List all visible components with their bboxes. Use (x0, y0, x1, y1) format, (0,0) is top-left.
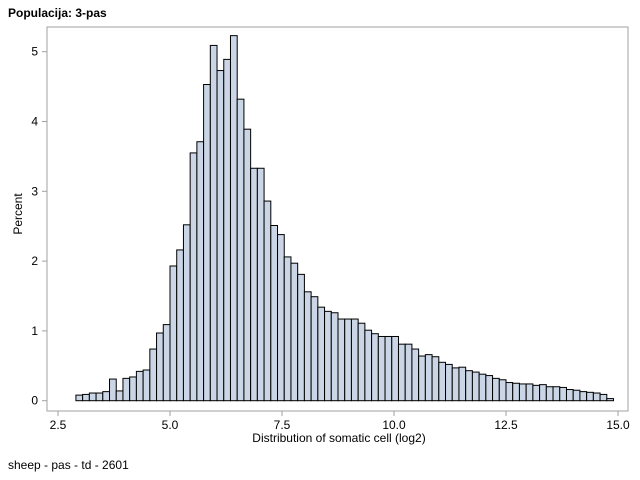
x-tick-label: 10.0 (382, 418, 406, 432)
y-tick-label: 2 (31, 254, 38, 268)
histogram-bar (498, 379, 507, 402)
histogram-bar (458, 366, 467, 402)
y-tick-label: 5 (31, 45, 38, 59)
histogram-bar (176, 249, 184, 402)
plot-frame (46, 26, 629, 412)
histogram-bar (485, 375, 494, 402)
histogram-bar (572, 389, 581, 402)
histogram-bar (599, 393, 608, 402)
histogram-bar (115, 390, 124, 402)
histogram-bar (290, 262, 299, 402)
x-tick-label: 2.5 (50, 418, 67, 432)
histogram-bar (310, 296, 319, 402)
y-tick-label: 1 (31, 324, 38, 338)
histogram-bar (377, 335, 386, 402)
histogram-bar (371, 333, 379, 402)
histogram-bar (236, 98, 245, 402)
histogram-bar (478, 373, 487, 402)
histogram-bar (512, 382, 520, 402)
histogram-bar (162, 324, 171, 402)
histogram-bar (169, 265, 178, 402)
footnote: sheep - pas - td - 2601 (8, 458, 129, 472)
histogram-bar (122, 377, 131, 402)
y-axis-label: Percent (11, 193, 25, 235)
histogram-bar (525, 383, 534, 402)
y-tick-label: 0 (31, 394, 38, 408)
histogram-bar (196, 141, 205, 402)
histogram-bar (545, 386, 554, 402)
histogram-bar (135, 370, 144, 402)
histogram-bar (424, 354, 433, 402)
histogram-bar (438, 361, 447, 402)
histogram-bar (330, 312, 339, 402)
x-tick-label: 12.5 (494, 418, 518, 432)
histogram-bar (391, 335, 399, 402)
histogram-bar (350, 318, 359, 402)
histogram-bar (250, 167, 258, 402)
histogram-bar (270, 225, 279, 402)
histogram-bar (411, 348, 420, 402)
histogram-bar (324, 310, 332, 402)
chart-title: Populacija: 3-pas (8, 6, 107, 20)
histogram-bar (539, 384, 547, 402)
histogram-bar (229, 35, 238, 402)
histogram-bar (397, 343, 406, 402)
histogram-bar (592, 392, 601, 402)
histogram-bar (156, 332, 164, 402)
histogram-bar (317, 306, 326, 402)
histogram-bar (465, 370, 473, 402)
histogram-bar (303, 291, 312, 402)
x-tick-label: 7.5 (274, 418, 291, 432)
histogram-bar (518, 383, 527, 402)
x-tick-label: 15.0 (606, 418, 630, 432)
histogram-bar (149, 348, 158, 402)
histogram-bar (216, 70, 225, 402)
histogram-bar (263, 200, 272, 402)
histogram-bar (102, 391, 111, 402)
histogram-bar (606, 398, 615, 402)
histogram-bar (565, 389, 574, 402)
y-tick-label: 3 (31, 184, 38, 198)
histogram-bar (142, 369, 151, 402)
histogram-bar (88, 392, 97, 402)
histogram-bar (95, 392, 104, 402)
histogram-bar (532, 384, 541, 402)
histogram-bar (357, 322, 366, 402)
histogram-bar (418, 355, 426, 402)
histogram-bar (223, 58, 231, 402)
histogram-bar (404, 343, 413, 402)
histogram-bar (364, 329, 373, 402)
histogram-bar (445, 363, 453, 402)
histogram-bar (82, 393, 90, 402)
histogram-bar (559, 386, 567, 402)
histogram-bar (471, 371, 480, 402)
histogram-bar (75, 394, 84, 402)
histogram-bar (586, 391, 594, 402)
x-axis-label: Distribution of somatic cell (log2) (252, 431, 425, 445)
histogram-bar (384, 335, 393, 402)
histogram-bar (203, 84, 211, 402)
histogram-bar (579, 391, 588, 402)
histogram-bar (129, 376, 137, 402)
histogram-bar (344, 318, 352, 402)
x-tick-label: 5.0 (162, 418, 179, 432)
histogram-bar (182, 224, 191, 402)
histogram-bar (277, 234, 285, 402)
histogram-bar (109, 378, 117, 402)
histogram-bar (283, 256, 292, 402)
histogram-bar (431, 356, 440, 402)
histogram-bar (189, 152, 198, 402)
y-tick-label: 4 (31, 115, 38, 129)
histogram-bar (256, 167, 265, 402)
histogram-bar (243, 128, 252, 402)
histogram-bar (209, 44, 218, 402)
histogram-bar (492, 377, 500, 402)
histogram-bar (451, 367, 460, 402)
histogram-bar (552, 386, 561, 402)
histogram-bar (297, 273, 305, 402)
histogram-bar (337, 318, 346, 402)
histogram-bar (505, 382, 514, 402)
